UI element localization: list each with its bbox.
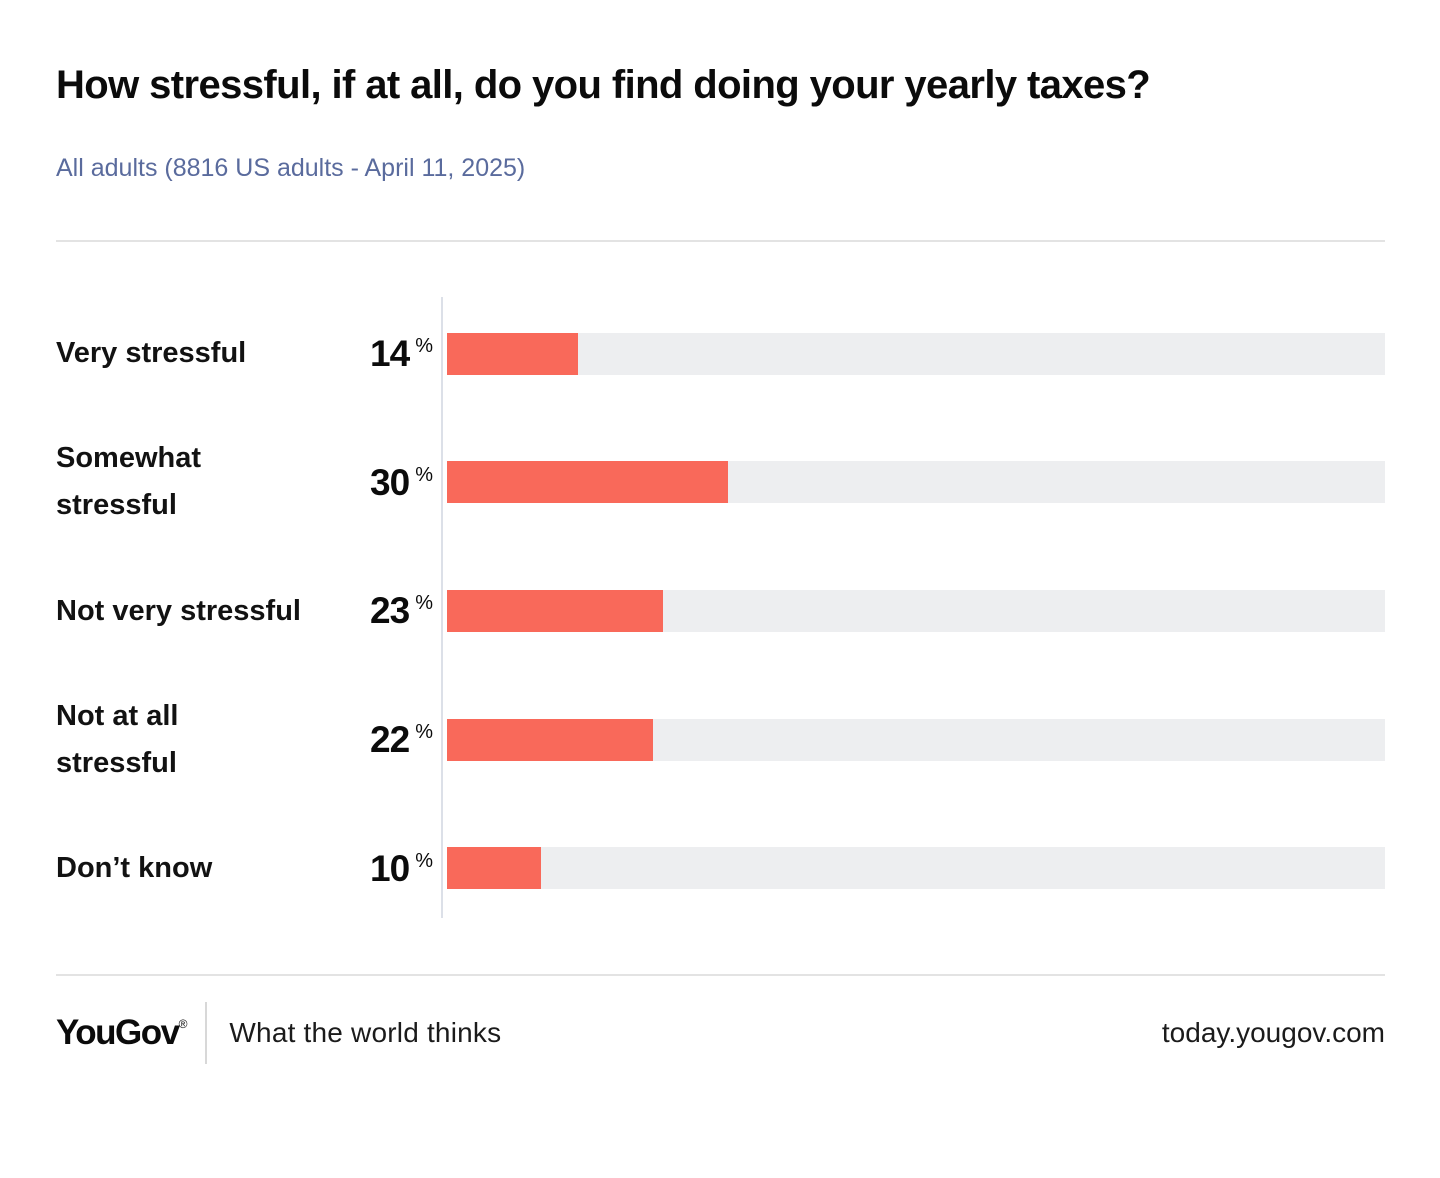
bar-track: [447, 589, 1385, 632]
bar-row: Somewhat stressful 30%: [56, 418, 1385, 547]
value-label: 14%: [336, 335, 444, 372]
percent-sign: %: [415, 463, 433, 486]
value-label: 22%: [336, 721, 444, 758]
percent-sign: %: [415, 721, 433, 744]
bar-track: [447, 332, 1385, 375]
percent-sign: %: [415, 335, 433, 358]
footer-separator: [205, 1002, 208, 1065]
chart-card: How stressful, if at all, do you find do…: [0, 60, 1440, 1178]
bar-row: Very stressful 14%: [56, 290, 1385, 419]
top-divider: [56, 239, 1385, 242]
bar-track: [447, 461, 1385, 504]
value-number: 10: [370, 847, 410, 889]
bar-fill: [447, 332, 579, 375]
logo-text: YouGov: [56, 1013, 180, 1053]
yougov-logo: YouGov®: [56, 1013, 187, 1053]
bar-chart: Very stressful 14% Somewhat stressful 30% No…: [56, 290, 1385, 933]
bar-fill: [447, 847, 541, 890]
bar-fill: [447, 461, 729, 504]
axis-baseline: [441, 296, 443, 918]
category-label: Very stressful: [56, 337, 247, 370]
value-number: 14: [370, 333, 410, 375]
value-number: 22: [370, 719, 410, 761]
value-number: 23: [370, 590, 410, 632]
bar-track: [447, 718, 1385, 761]
bar-row: Don’t know 10%: [56, 804, 1385, 933]
registered-trademark-icon: ®: [178, 1017, 188, 1032]
percent-sign: %: [415, 592, 433, 615]
value-label: 10%: [336, 850, 444, 887]
bottom-divider: [56, 974, 1385, 977]
category-label: Somewhat stressful: [56, 442, 202, 522]
category-label: Don’t know: [56, 851, 213, 884]
bar-fill: [447, 589, 663, 632]
percent-sign: %: [415, 849, 433, 872]
chart-title: How stressful, if at all, do you find do…: [56, 63, 1151, 107]
bar-track: [447, 847, 1385, 890]
value-number: 30: [370, 461, 410, 503]
bar-rows: Very stressful 14% Somewhat stressful 30% No…: [56, 290, 1385, 933]
category-label: Not at all stressful: [56, 699, 179, 779]
category-label: Not very stressful: [56, 594, 301, 627]
footer-url: today.yougov.com: [1161, 1017, 1385, 1049]
chart-subtitle: All adults (8816 US adults - April 11, 2…: [56, 154, 526, 182]
bar-fill: [447, 718, 654, 761]
footer-tagline: What the world thinks: [229, 1017, 502, 1049]
bar-row: Not very stressful 23%: [56, 547, 1385, 676]
value-label: 23%: [336, 592, 444, 629]
bar-row: Not at all stressful 22%: [56, 675, 1385, 804]
footer: YouGov® What the world thinks today.youg…: [56, 1002, 1385, 1065]
value-label: 30%: [336, 464, 444, 501]
